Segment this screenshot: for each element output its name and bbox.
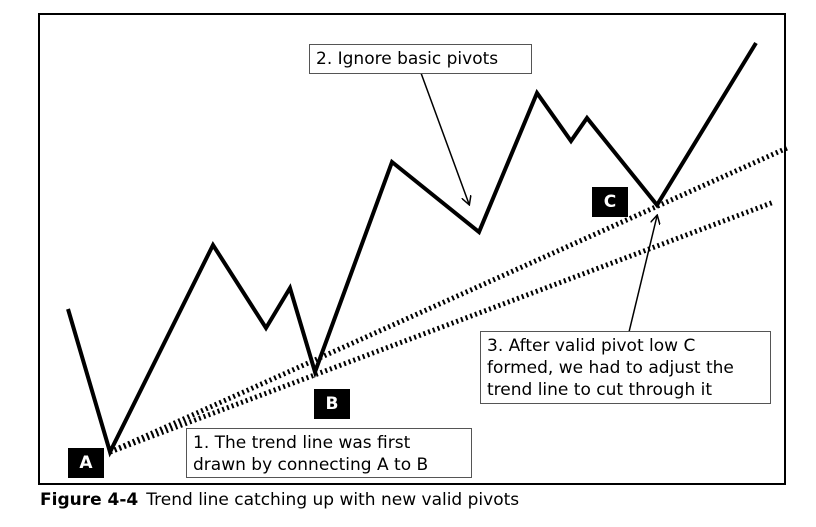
pivot-label-b: B (314, 389, 350, 419)
figure-caption-text: Trend line catching up with new valid pi… (146, 490, 520, 510)
ignore-arrow (420, 72, 469, 204)
trend-line-ac (108, 145, 789, 455)
adjust-arrow (628, 216, 657, 333)
pivot-label-c: C (592, 187, 628, 217)
callout-adjust-trend: 3. After valid pivot low C formed, we ha… (480, 331, 771, 404)
pivot-label-a: A (68, 448, 104, 478)
callout-first-drawn: 1. The trend line was first drawn by con… (186, 428, 472, 478)
trend-line-ab (109, 199, 775, 455)
callout-ignore-pivots: 2. Ignore basic pivots (309, 44, 532, 74)
price-line (66, 41, 758, 458)
figure-number: Figure 4-4 (40, 490, 139, 510)
diagram-frame (38, 13, 786, 485)
figure-caption: Figure 4-4 Trend line catching up with ne… (40, 490, 519, 510)
